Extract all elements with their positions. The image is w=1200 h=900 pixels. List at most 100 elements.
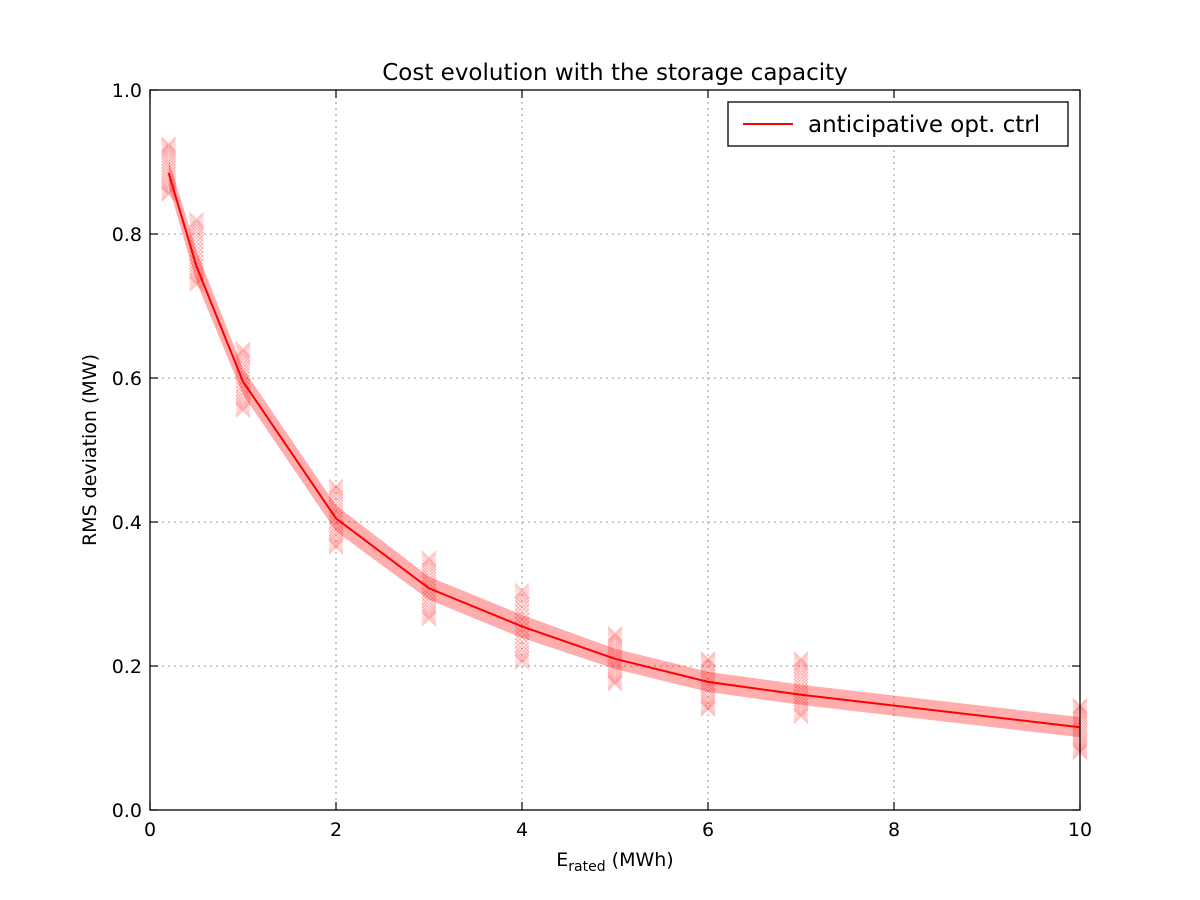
scatter-point <box>793 668 809 684</box>
grid <box>150 90 1080 810</box>
scatter-point <box>793 671 809 687</box>
scatter-point <box>328 482 344 498</box>
scatter-point <box>161 143 177 159</box>
scatter-point <box>514 608 530 623</box>
scatter-point <box>607 652 623 668</box>
scatter-point <box>607 633 623 649</box>
scatter-point <box>328 480 344 496</box>
scatter-point <box>514 648 530 663</box>
scatter-point <box>514 644 530 660</box>
scatter-point <box>514 596 530 612</box>
scatter-point <box>235 381 251 397</box>
scatter-point <box>235 394 251 410</box>
scatter-point <box>700 651 716 667</box>
scatter-point <box>793 662 809 677</box>
scatter-point <box>793 700 809 716</box>
scatter-point <box>421 590 437 606</box>
x-axis-label-subscript: rated <box>568 859 605 875</box>
scatter-point <box>328 538 344 553</box>
scatter-point <box>235 350 251 366</box>
x-tick-label: 2 <box>330 819 342 841</box>
scatter-point <box>235 343 251 359</box>
scatter-point <box>161 163 177 179</box>
y-tick-label: 0.8 <box>112 224 142 246</box>
scatter-point <box>514 641 530 657</box>
scatter-point <box>421 603 437 619</box>
scatter-point <box>235 353 251 368</box>
scatter-point <box>328 521 344 537</box>
scatter-point <box>235 391 251 407</box>
y-tick-label: 0.4 <box>112 512 142 534</box>
scatter-point <box>793 705 809 721</box>
scatter-point <box>607 676 623 692</box>
scatter-point <box>161 179 177 195</box>
scatter-point <box>793 685 809 701</box>
scatter-point <box>793 703 809 719</box>
scatter-point <box>189 270 204 286</box>
scatter-point <box>189 213 204 229</box>
x-tick-label: 4 <box>516 819 528 841</box>
scatter-point <box>421 575 437 591</box>
legend: anticipative opt. ctrl <box>727 101 1069 147</box>
scatter-point <box>793 665 809 680</box>
scatter-point <box>161 160 177 176</box>
scatter-point <box>189 227 204 243</box>
plot-frame <box>149 89 1081 811</box>
scatter-point <box>161 141 177 157</box>
scatter-point <box>235 363 251 378</box>
scatter-point <box>607 661 623 677</box>
scatter-point <box>607 675 623 691</box>
scatter-point <box>421 561 437 577</box>
scatter-point <box>514 600 530 615</box>
scatter-point <box>161 145 177 161</box>
scatter-point <box>793 654 809 670</box>
scatter-point <box>700 681 716 697</box>
x-axis-label-main: E <box>556 849 568 871</box>
x-axis-label-unit: (MWh) <box>606 849 674 871</box>
scatter-point <box>607 664 623 680</box>
scatter-point <box>607 658 623 674</box>
scatter-point <box>700 660 716 676</box>
scatter-point <box>161 169 177 185</box>
scatter-point <box>700 666 716 681</box>
scatter-point <box>607 671 623 687</box>
scatter-point <box>700 663 716 679</box>
scatter-point <box>328 493 344 508</box>
x-tick-label: 6 <box>702 819 714 841</box>
y-tick-label: 0.6 <box>112 368 142 390</box>
scatter-point <box>514 650 530 666</box>
scatter-point <box>793 652 809 668</box>
scatter-point <box>607 635 623 651</box>
x-axis-label: Erated (MWh) <box>556 849 673 875</box>
scatter-point <box>235 347 251 363</box>
scatter-point <box>421 610 437 625</box>
scatter-point <box>189 212 204 228</box>
x-tick-label: 10 <box>1068 819 1092 841</box>
scatter-point <box>514 584 530 600</box>
scatter-point <box>235 399 251 415</box>
scatter-point <box>328 478 344 494</box>
scatter-point <box>607 638 623 653</box>
scatter-point <box>328 533 344 549</box>
scatter-point <box>421 597 437 613</box>
scatter-point <box>700 684 716 700</box>
scatter-point <box>235 402 251 418</box>
scatter-point <box>607 631 623 646</box>
scatter-point <box>161 139 177 155</box>
scatter-point <box>189 221 204 237</box>
scatter-point <box>700 671 716 687</box>
y-tick-label: 0.2 <box>112 656 142 678</box>
scatter-point <box>328 496 344 512</box>
scatter-point <box>607 655 623 671</box>
scatter-point <box>607 640 623 656</box>
scatter-point <box>793 656 809 672</box>
scatter-point <box>700 692 716 708</box>
scatter-point <box>421 600 437 616</box>
scatter-point <box>514 653 530 668</box>
scatter-point <box>607 649 623 665</box>
scatter-point <box>161 136 177 152</box>
scatter-point <box>607 669 623 685</box>
scatter-point <box>514 633 530 649</box>
scatter-point <box>607 627 623 643</box>
